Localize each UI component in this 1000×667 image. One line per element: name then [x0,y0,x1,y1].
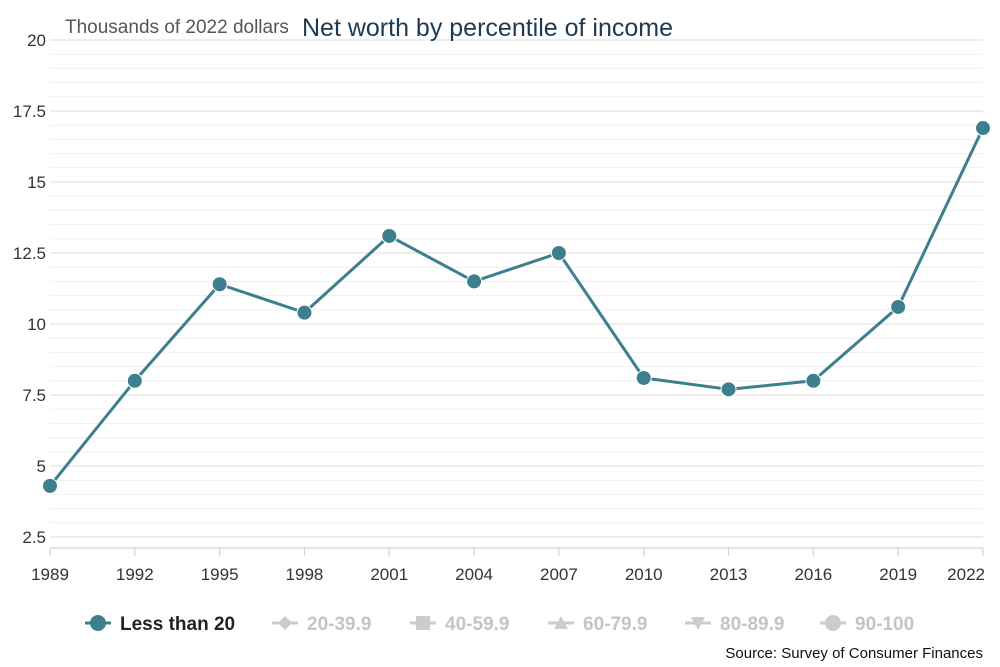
y-tick-label: 7.5 [22,386,46,405]
series-layer [42,120,991,494]
data-point[interactable] [42,477,58,494]
legend-marker [278,616,292,630]
legend-label: Less than 20 [120,614,235,635]
legend-marker [416,616,430,630]
x-tick-label: 1989 [31,565,69,584]
y-axis-tick-labels: 2.5 5 7.5 10 12.5 15 17.5 20 [13,31,46,547]
y-tick-label: 17.5 [13,102,46,121]
data-point[interactable] [720,381,737,398]
legend-item[interactable]: Less than 20 [85,614,235,635]
legend-item[interactable]: 60-79.9 [548,614,647,635]
data-point[interactable] [126,372,143,389]
legend-label: 80-89.9 [720,614,784,635]
y-tick-label: 5 [37,457,46,476]
data-point[interactable] [890,298,907,315]
legend-marker [90,615,106,631]
legend-item[interactable]: 20-39.9 [272,614,371,635]
x-tick-label: 2001 [370,565,408,584]
x-tick-label: 1992 [116,565,154,584]
legend-marker [691,617,705,630]
chart-title: Net worth by percentile of income [302,14,673,42]
data-point[interactable] [211,276,228,293]
data-point[interactable] [805,372,822,389]
legend: Less than 20 20-39.9 40-59.9 60-79.9 80-89.9… [85,614,914,635]
x-tick-label: 2007 [540,565,578,584]
y-tick-label: 12.5 [13,244,46,263]
x-tick-label: 2010 [625,565,663,584]
x-tick-label: 1998 [286,565,324,584]
grid-lines [50,39,983,538]
data-point[interactable] [975,120,991,137]
legend-marker [554,616,568,629]
legend-label: 40-59.9 [445,614,509,635]
x-tick-label: 2019 [879,565,917,584]
x-tick-label: 2016 [794,565,832,584]
x-tick-label: 2013 [710,565,748,584]
y-tick-label: 20 [27,31,46,50]
data-point[interactable] [635,369,652,386]
legend-label: 60-79.9 [583,614,647,635]
data-point[interactable] [296,304,313,321]
legend-item[interactable]: 40-59.9 [410,614,509,635]
legend-marker [825,615,841,631]
legend-label: 90-100 [855,614,914,635]
legend-item[interactable]: 90-100 [820,614,914,635]
y-axis-unit-label: Thousands of 2022 dollars [65,17,289,38]
x-tick-label: 1995 [201,565,239,584]
y-tick-label: 2.5 [22,528,46,547]
data-point[interactable] [381,227,398,244]
data-point[interactable] [466,273,483,290]
series-line [48,127,985,487]
x-axis: 1989 1992 1995 1998 2001 2004 2007 2010 2013 2016… [31,547,985,584]
y-tick-label: 15 [27,173,46,192]
y-tick-label: 10 [27,315,46,334]
x-tick-label: 2022 [947,565,985,584]
data-point[interactable] [550,245,567,261]
x-tick-label: 2004 [455,565,493,584]
legend-item[interactable]: 80-89.9 [685,614,784,635]
legend-label: 20-39.9 [307,614,371,635]
source-note: Source: Survey of Consumer Finances [725,645,983,662]
